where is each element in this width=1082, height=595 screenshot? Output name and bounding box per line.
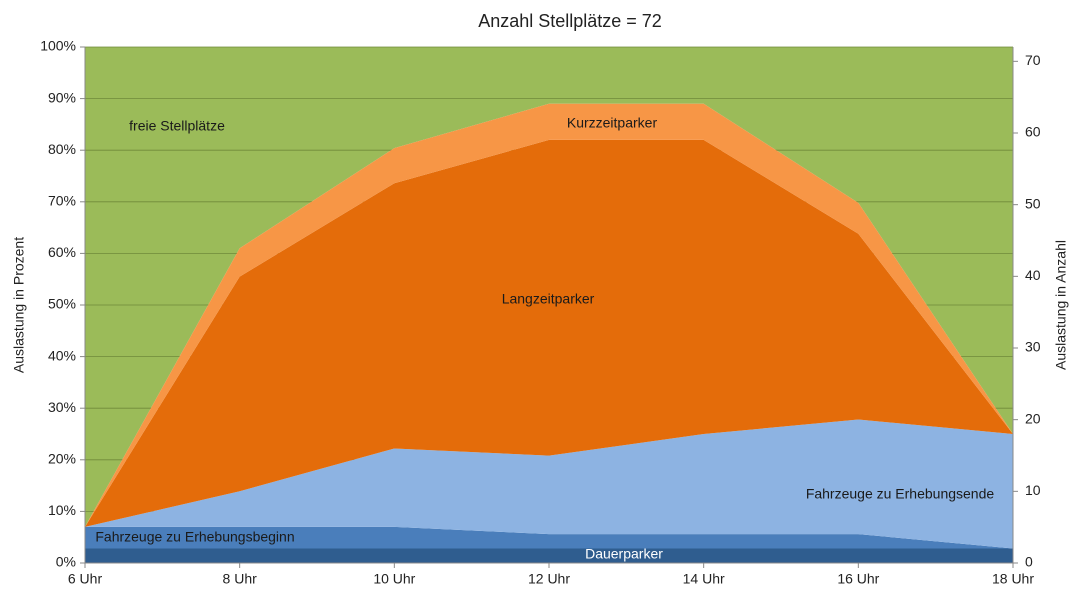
x-tick-label: 18 Uhr: [992, 571, 1034, 587]
area: [85, 139, 1013, 527]
y-tick-label: 20%: [48, 451, 76, 467]
series-label: Fahrzeuge zu Erhebungsbeginn: [95, 529, 294, 545]
x-tick-label: 8 Uhr: [223, 571, 258, 587]
y-tick-label: 40%: [48, 347, 76, 363]
y-tick-label: 100%: [40, 38, 76, 54]
x-tick-label: 6 Uhr: [68, 571, 103, 587]
series-label: Kurzzeitparker: [567, 115, 658, 131]
chart-title: Anzahl Stellplätze = 72: [478, 11, 662, 31]
area: [85, 419, 1013, 549]
series-label: Langzeitparker: [502, 291, 595, 307]
y2-tick-label: 50: [1025, 195, 1041, 211]
y2-tick-label: 40: [1025, 267, 1041, 283]
y-axis-label: Auslastung in Prozent: [11, 237, 27, 373]
y2-tick-label: 0: [1025, 554, 1033, 570]
y-tick-label: 10%: [48, 502, 76, 518]
x-tick-label: 10 Uhr: [373, 571, 415, 587]
y-tick-label: 30%: [48, 399, 76, 415]
area: [85, 103, 1013, 527]
series-label: Dauerparker: [585, 546, 663, 562]
y2-tick-label: 10: [1025, 482, 1041, 498]
area: [85, 47, 1013, 527]
y-tick-label: 70%: [48, 193, 76, 209]
series-label: Fahrzeuge zu Erhebungsende: [806, 486, 995, 502]
x-tick-label: 14 Uhr: [683, 571, 725, 587]
y-tick-label: 80%: [48, 141, 76, 157]
area: [85, 548, 1013, 563]
y2-axis-label: Auslastung in Anzahl: [1053, 240, 1069, 370]
y2-tick-label: 60: [1025, 124, 1041, 140]
y2-tick-label: 30: [1025, 339, 1041, 355]
series-label: freie Stellplätze: [129, 118, 225, 134]
y-tick-label: 90%: [48, 89, 76, 105]
x-tick-label: 16 Uhr: [837, 571, 879, 587]
y2-tick-label: 70: [1025, 52, 1041, 68]
y-tick-label: 50%: [48, 296, 76, 312]
y-tick-label: 60%: [48, 244, 76, 260]
area: [85, 526, 1013, 549]
y2-tick-label: 20: [1025, 410, 1041, 426]
y-tick-label: 0%: [56, 554, 76, 570]
x-tick-label: 12 Uhr: [528, 571, 570, 587]
